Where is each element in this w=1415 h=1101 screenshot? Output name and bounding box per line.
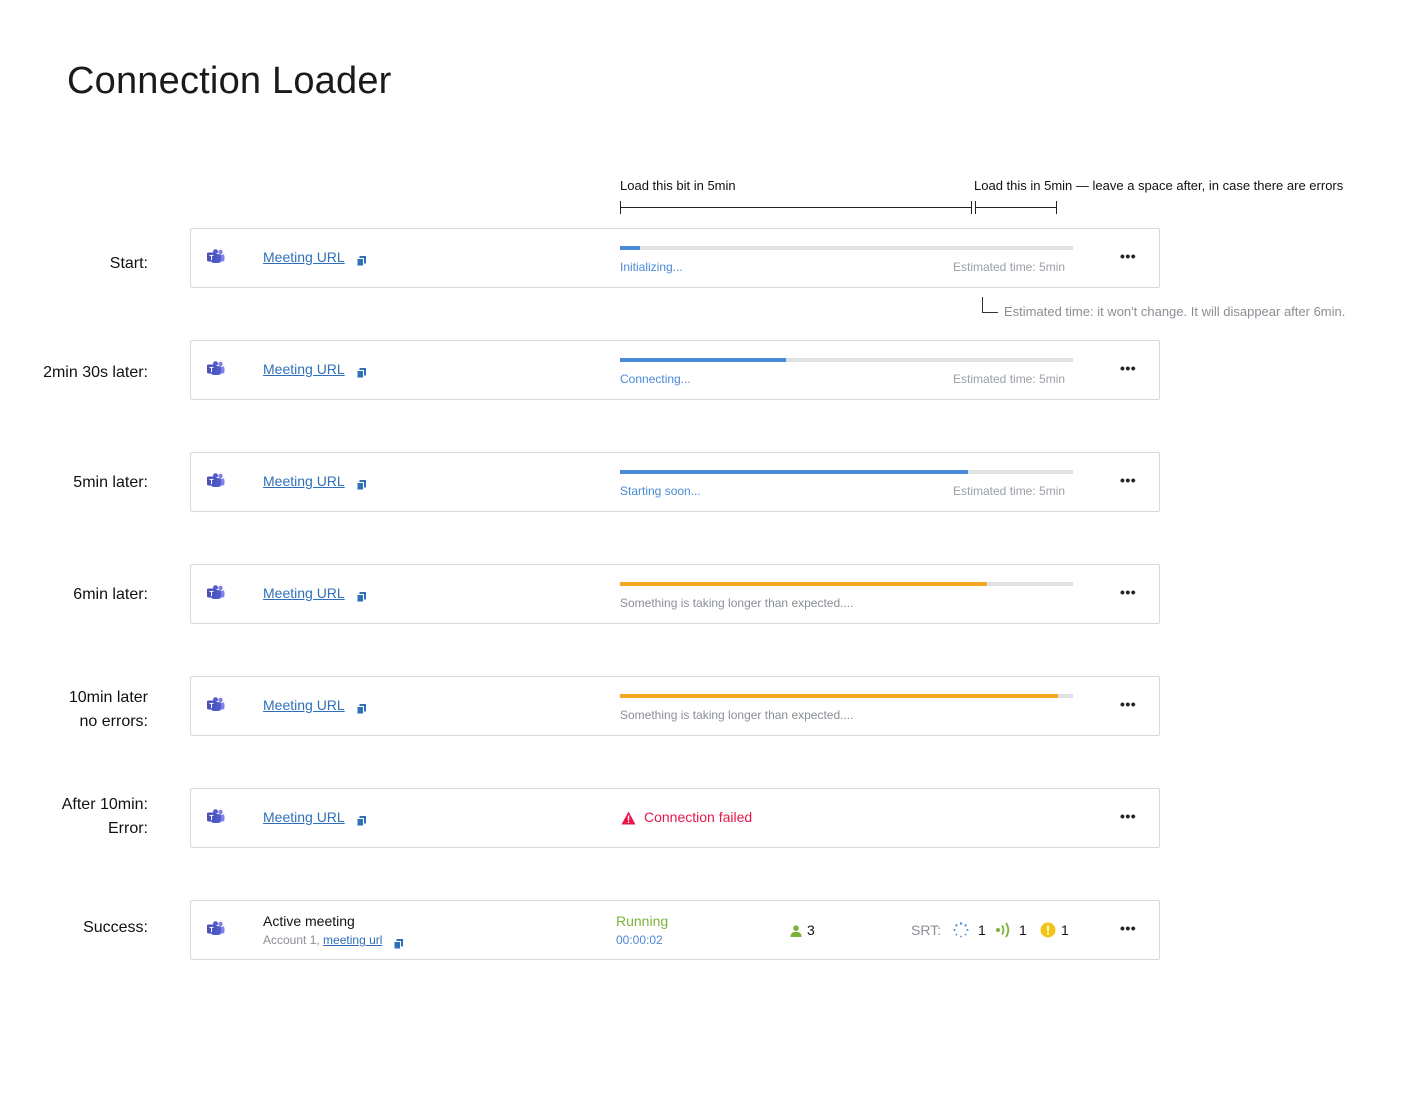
copy-icon[interactable] — [393, 936, 403, 954]
warning-triangle-icon — [621, 811, 636, 830]
svg-text:T: T — [209, 815, 214, 822]
copy-icon[interactable] — [356, 701, 366, 715]
row-label-5min: 5min later: — [73, 474, 148, 491]
meeting-card-10min: T Meeting URL Something is taking longer… — [190, 676, 1160, 736]
srt-live-count: 1 — [1019, 922, 1027, 938]
copy-icon[interactable] — [356, 253, 366, 267]
annotation-second-span: Load this in 5min — leave a space after,… — [974, 178, 1344, 193]
warning-circle-icon — [1040, 922, 1056, 943]
teams-icon: T — [207, 361, 225, 377]
row-label-6min: 6min later: — [73, 586, 148, 603]
srt-warning-count: 1 — [1061, 922, 1069, 938]
signal-icon — [995, 922, 1013, 943]
more-options-icon[interactable]: ••• — [1120, 696, 1137, 712]
progress-fill — [620, 246, 641, 250]
progress-fill — [620, 470, 968, 474]
row-label-line: no errors: — [79, 713, 148, 730]
estimated-time: Estimated time: 5min — [953, 372, 1066, 386]
svg-text:T: T — [209, 367, 214, 374]
copy-icon[interactable] — [356, 477, 366, 491]
meeting-name: Active meeting — [263, 913, 355, 929]
svg-text:T: T — [209, 703, 214, 710]
progress-track — [620, 358, 1073, 362]
more-options-icon[interactable]: ••• — [1120, 248, 1137, 264]
annotation-span-line — [620, 207, 972, 208]
progress-fill — [620, 582, 987, 586]
row-label-start: Start: — [109, 255, 148, 272]
progress-fill — [620, 358, 787, 362]
meeting-url-link[interactable]: Meeting URL — [263, 809, 345, 825]
status-text: Initializing... — [620, 260, 683, 274]
row-label-10min: 10min later no errors: — [69, 686, 148, 734]
duration-timer: 00:00:02 — [616, 933, 663, 947]
annotation-span-line — [975, 207, 1057, 208]
annotation-first-span: Load this bit in 5min — [620, 178, 736, 193]
srt-label: SRT: — [911, 922, 942, 938]
meeting-card-5min: T Meeting URL Starting soon... Estimated… — [190, 452, 1160, 512]
error-message: Connection failed — [644, 809, 753, 825]
progress-track — [620, 246, 1073, 250]
svg-text:T: T — [209, 479, 214, 486]
meeting-card-6min: T Meeting URL Something is taking longer… — [190, 564, 1160, 624]
teams-icon: T — [207, 249, 225, 265]
copy-icon[interactable] — [356, 813, 366, 827]
meeting-url-link[interactable]: Meeting URL — [263, 361, 345, 377]
row-label-line: 10min later — [68, 689, 148, 706]
meeting-url-link[interactable]: Meeting URL — [263, 249, 345, 265]
status-text: Something is taking longer than expected… — [620, 708, 854, 722]
teams-icon: T — [207, 921, 225, 937]
teams-icon: T — [207, 697, 225, 713]
more-options-icon[interactable]: ••• — [1120, 920, 1137, 936]
page-title: Connection Loader — [67, 60, 392, 102]
copy-icon[interactable] — [356, 589, 366, 603]
progress-track — [620, 582, 1073, 586]
eta-note: Estimated time: it won't change. It will… — [1004, 304, 1346, 319]
eta-note-bracket — [982, 297, 998, 313]
row-label-line: After 10min: — [61, 796, 148, 813]
meeting-url-link[interactable]: Meeting URL — [263, 585, 345, 601]
status-text: Something is taking longer than expected… — [620, 596, 854, 610]
row-label-error: After 10min: Error: — [62, 793, 148, 841]
spinner-icon — [953, 922, 969, 943]
estimated-time: Estimated time: 5min — [953, 484, 1066, 498]
more-options-icon[interactable]: ••• — [1120, 472, 1137, 488]
teams-icon: T — [207, 585, 225, 601]
account-name: Account 1, — [263, 933, 320, 947]
running-status: Running — [616, 913, 669, 929]
estimated-time: Estimated time: 5min — [953, 260, 1066, 274]
annotation-tick — [1056, 201, 1057, 214]
meeting-meta: Account 1, meeting url — [263, 933, 382, 947]
meeting-card-error: T Meeting URL Connection failed ••• — [190, 788, 1160, 848]
teams-icon: T — [207, 809, 225, 825]
status-text: Connecting... — [620, 372, 691, 386]
progress-track — [620, 694, 1073, 698]
meeting-card-success: T Active meeting Account 1, meeting url … — [190, 900, 1160, 960]
progress-track — [620, 470, 1073, 474]
svg-text:T: T — [209, 927, 214, 934]
more-options-icon[interactable]: ••• — [1120, 808, 1137, 824]
annotation-tick — [620, 201, 621, 214]
svg-text:T: T — [209, 255, 214, 262]
more-options-icon[interactable]: ••• — [1120, 360, 1137, 376]
svg-text:T: T — [209, 591, 214, 598]
copy-icon[interactable] — [356, 365, 366, 379]
more-options-icon[interactable]: ••• — [1120, 584, 1137, 600]
meeting-card-start: T Meeting URL Initializing... Estimated … — [190, 228, 1160, 288]
meeting-card-2min30: T Meeting URL Connecting... Estimated ti… — [190, 340, 1160, 400]
meeting-url-link[interactable]: Meeting URL — [263, 697, 345, 713]
status-text: Starting soon... — [620, 484, 701, 498]
meeting-url-link[interactable]: Meeting URL — [263, 473, 345, 489]
annotation-tick — [971, 201, 972, 214]
meeting-url-link[interactable]: meeting url — [323, 933, 383, 947]
participant-count: 3 — [807, 922, 815, 938]
row-label-line: Error: — [108, 820, 148, 837]
row-label-2min30: 2min 30s later: — [43, 364, 148, 381]
row-label-success: Success: — [83, 919, 148, 936]
srt-pending-count: 1 — [978, 922, 986, 938]
participant-icon — [790, 924, 802, 942]
progress-fill — [620, 694, 1059, 698]
teams-icon: T — [207, 473, 225, 489]
